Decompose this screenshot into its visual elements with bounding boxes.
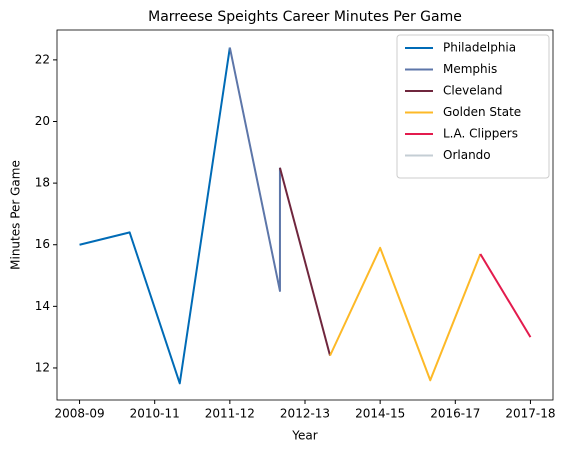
plot-frame bbox=[56, 29, 554, 401]
x-tick-label: 2011-12 bbox=[205, 407, 255, 421]
legend-label: Philadelphia bbox=[443, 41, 516, 55]
x-tick-label: 2012-13 bbox=[280, 407, 330, 421]
y-axis-label: Minutes Per Game bbox=[9, 160, 23, 270]
x-tick-label: 2008-09 bbox=[54, 407, 104, 421]
line bbox=[278, 167, 332, 356]
chart-title: Marreese Speights Career Minutes Per Gam… bbox=[148, 9, 462, 25]
x-tick-label: 2014-15 bbox=[355, 407, 405, 421]
y-tick-label: 18 bbox=[35, 176, 50, 190]
x-axis-label: Year bbox=[291, 429, 317, 443]
y-tick-label: 22 bbox=[35, 52, 50, 66]
y-tick-label: 20 bbox=[35, 114, 50, 128]
legend-label: Golden State bbox=[443, 105, 521, 119]
legend-label: Memphis bbox=[443, 62, 497, 76]
line bbox=[479, 253, 532, 338]
line bbox=[79, 47, 231, 385]
legend-label: L.A. Clippers bbox=[443, 127, 518, 141]
legend-label: Cleveland bbox=[443, 84, 503, 98]
x-tick-label: 2010-11 bbox=[130, 407, 180, 421]
x-tick-label: 2016-17 bbox=[430, 407, 480, 421]
y-tick-label: 14 bbox=[35, 299, 50, 313]
line bbox=[228, 47, 281, 292]
legend-label: Orlando bbox=[443, 148, 491, 162]
legend-box bbox=[396, 34, 550, 179]
line bbox=[329, 246, 482, 382]
y-tick-label: 16 bbox=[35, 237, 50, 251]
x-tick-label: 2017-18 bbox=[505, 407, 555, 421]
y-tick-label: 12 bbox=[35, 360, 50, 374]
